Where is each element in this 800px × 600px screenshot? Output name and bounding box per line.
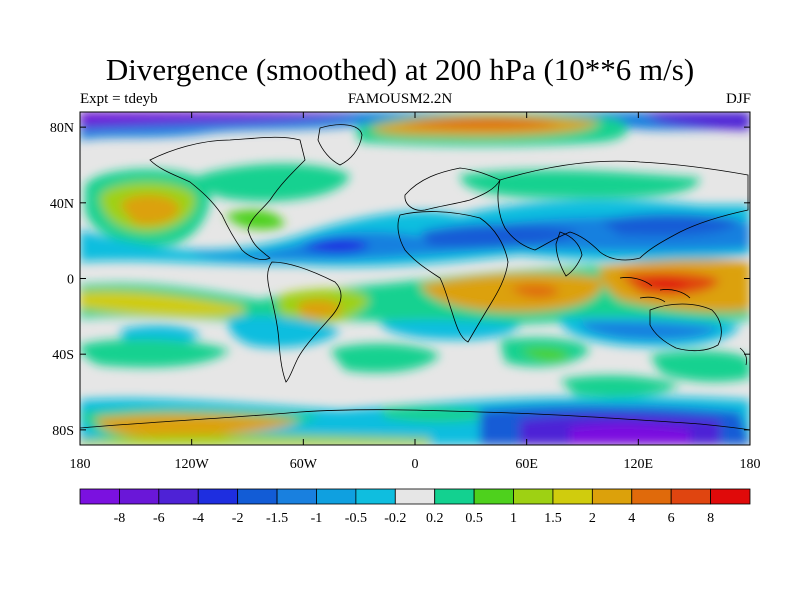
colorbar-label: -1.5 xyxy=(266,511,288,526)
lon-tick-label: 180 xyxy=(70,457,91,472)
colorbar-label: 1 xyxy=(510,511,517,526)
colorbar-swatch xyxy=(591,488,633,505)
colorbar-label: -6 xyxy=(153,511,165,526)
lat-tick-label: 40N xyxy=(50,197,74,212)
lat-tick-label: 80N xyxy=(50,121,74,136)
colorbar-swatch xyxy=(631,488,672,505)
colorbar-label: 0.5 xyxy=(465,511,483,526)
lat-tick-label: 80S xyxy=(52,424,74,439)
latitude-axis: 80N 40N 0 40S 80S xyxy=(50,121,750,439)
lat-tick-label: 40S xyxy=(52,348,74,363)
coastlines xyxy=(80,124,750,431)
colorbar-swatch xyxy=(316,488,357,505)
model-label: FAMOUSM2.2N xyxy=(347,91,453,107)
lat-tick-label: 0 xyxy=(67,273,74,288)
colorbar-label: -2 xyxy=(232,511,244,526)
colorbar-label: 1.5 xyxy=(544,511,562,526)
colorbar-label: 4 xyxy=(628,511,635,526)
colorbar-swatch xyxy=(197,488,239,505)
colorbar-swatch xyxy=(355,488,396,505)
colorbar-swatch xyxy=(670,488,711,505)
lon-tick-label: 0 xyxy=(412,457,419,472)
map-title: Divergence (smoothed) at 200 hPa (10**6 … xyxy=(105,52,695,87)
colorbar-swatch xyxy=(276,488,317,505)
colorbar-swatch xyxy=(119,488,160,505)
lon-tick-label: 60W xyxy=(290,457,318,472)
colorbar-label: -4 xyxy=(192,511,204,526)
colorbar-label: -1 xyxy=(311,511,323,526)
colorbar-swatch xyxy=(434,488,475,505)
lon-tick-label: 120E xyxy=(624,457,654,472)
colorbar-swatch xyxy=(710,488,751,505)
colorbar-swatch xyxy=(552,488,593,505)
colorbar-label: 8 xyxy=(707,511,714,526)
colorbar: -8 -6 -4 -2 -1.5 -1 -0.5 -0.2 0.2 0.5 1 1.5 2 4 6 8 xyxy=(79,488,751,526)
colorbar-swatch xyxy=(473,488,514,505)
colorbar-label: -0.2 xyxy=(384,511,406,526)
colorbar-swatch xyxy=(513,488,554,505)
colorbar-label: 6 xyxy=(668,511,675,526)
colorbar-swatch xyxy=(237,488,278,505)
longitude-axis: 180 120W 60W 0 60E 120E 180 xyxy=(70,112,761,472)
experiment-label: Expt = tdeyb xyxy=(80,91,158,107)
lon-tick-label: 60E xyxy=(515,457,538,472)
colorbar-label: -0.5 xyxy=(345,511,367,526)
colorbar-label: 0.2 xyxy=(426,511,444,526)
colorbar-swatch xyxy=(394,488,436,505)
colorbar-swatch xyxy=(79,488,120,505)
season-label: DJF xyxy=(725,91,751,107)
colorbar-label: 2 xyxy=(589,511,596,526)
colorbar-label: -8 xyxy=(114,511,126,526)
divergence-field xyxy=(80,112,750,445)
lon-tick-label: 120W xyxy=(175,457,210,472)
lon-tick-label: 180 xyxy=(740,457,761,472)
colorbar-swatch xyxy=(158,488,199,505)
